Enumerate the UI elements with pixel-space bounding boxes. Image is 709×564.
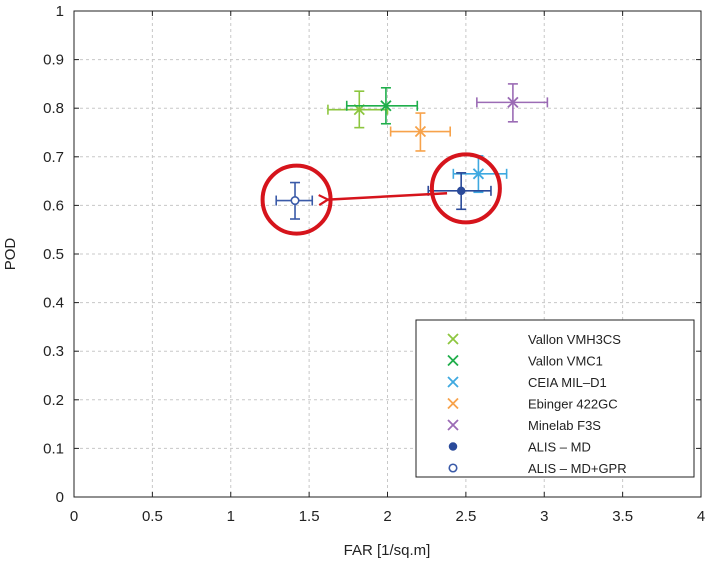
annotations (260, 152, 502, 236)
data-point-1 (327, 90, 389, 129)
y-tick-label: 0 (56, 489, 64, 506)
x-marker-stroke (507, 96, 519, 109)
filled-circle-marker (456, 186, 466, 196)
legend-label: ALIS – MD (528, 440, 591, 455)
y-tick-label: 1 (56, 3, 64, 20)
x-tick-label: 3.5 (612, 508, 633, 525)
legend-label: ALIS – MD+GPR (528, 461, 627, 476)
data-point-4 (389, 112, 452, 152)
x-marker-stroke (447, 354, 459, 367)
open-circle-marker (448, 463, 458, 473)
y-tick-label: 0.5 (43, 246, 64, 263)
y-tick-label: 0.4 (43, 295, 64, 312)
legend-item-1: Vallon VMH3CS (447, 332, 621, 347)
y-axis-label: POD (2, 238, 19, 271)
y-tick-label: 0.8 (43, 100, 64, 117)
x-tick-label: 0.5 (142, 508, 163, 525)
x-marker-stroke (447, 419, 459, 431)
x-tick-label: 0 (70, 508, 78, 525)
data-point-2 (345, 86, 419, 125)
filled-circle-marker (448, 442, 458, 451)
legend-item-3: CEIA MIL–D1 (447, 375, 607, 390)
legend-item-4: Ebinger 422GC (447, 397, 618, 412)
legend-item-7: ALIS – MD+GPR (448, 461, 627, 476)
data-point-6 (427, 172, 492, 211)
y-tick-label: 0.2 (43, 392, 64, 409)
x-marker-stroke (447, 397, 459, 410)
legend-label: Minelab F3S (528, 418, 601, 433)
legend-item-5: Minelab F3S (447, 418, 601, 433)
x-axis-label: FAR [1/sq.m] (344, 542, 431, 559)
legend-label: Ebinger 422GC (528, 397, 618, 412)
x-marker-stroke (380, 100, 392, 112)
legend-label: Vallon VMH3CS (528, 332, 621, 347)
y-tick-label: 0.1 (43, 440, 64, 457)
x-marker-stroke (472, 168, 485, 180)
x-marker-stroke (447, 376, 459, 388)
y-tick-label: 0.3 (43, 343, 64, 360)
axis-ticks: 0 0.5 1 1.5 2 2.5 3 3.5 4 0 0.1 0.2 0.3 0.4 0.5 0.6 0.7 0… (43, 3, 705, 525)
data-point-7 (275, 181, 314, 220)
x-marker-stroke (414, 125, 427, 138)
x-tick-label: 3 (540, 508, 548, 525)
y-tick-label: 0.6 (43, 197, 64, 214)
legend-box (415, 319, 695, 478)
highlight-circle-2 (429, 152, 502, 225)
legend-label: CEIA MIL–D1 (528, 375, 607, 390)
x-tick-label: 4 (697, 508, 705, 525)
legend-label: Vallon VMC1 (528, 354, 603, 369)
data-series (275, 83, 549, 220)
y-tick-label: 0.9 (43, 52, 64, 69)
red-arrow (328, 192, 448, 199)
y-tick-label: 0.7 (43, 149, 64, 166)
legend-item-6: ALIS – MD (448, 440, 591, 455)
x-tick-label: 2 (383, 508, 391, 525)
x-tick-label: 1 (227, 508, 235, 525)
data-point-5 (476, 83, 549, 123)
x-tick-label: 1.5 (299, 508, 320, 525)
open-circle-marker (290, 195, 300, 206)
legend-item-2: Vallon VMC1 (447, 354, 603, 369)
x-marker-stroke (447, 333, 459, 345)
legend: Vallon VMH3CS Vallon VMC1 CEIA MIL–D1 Ebing… (415, 319, 695, 478)
x-tick-label: 2.5 (455, 508, 476, 525)
